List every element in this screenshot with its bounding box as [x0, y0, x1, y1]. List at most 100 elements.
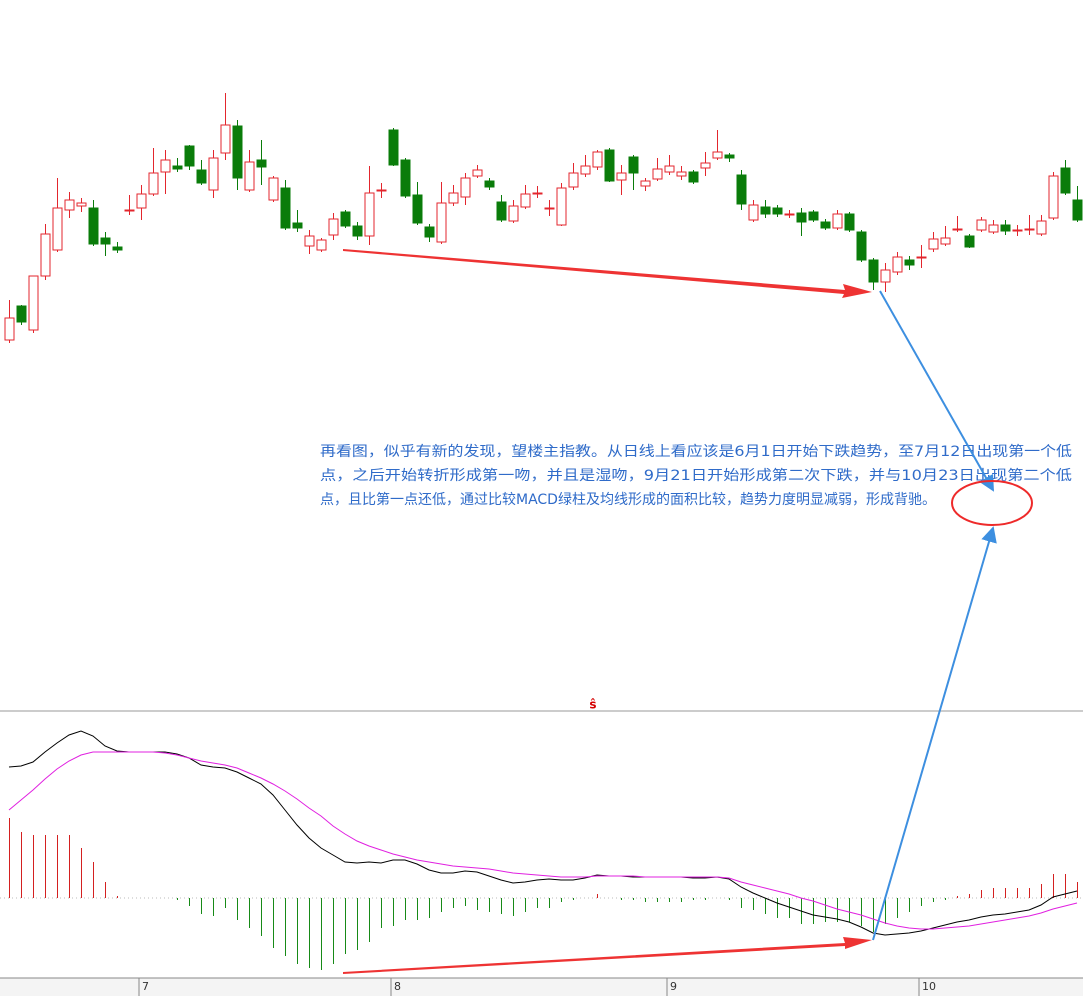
candle-body: [112, 246, 123, 251]
candle-body: [100, 237, 111, 245]
candle-body: [1048, 175, 1059, 219]
candle-body: [676, 171, 687, 177]
candle-body: [988, 224, 999, 233]
candle-body: [196, 169, 207, 184]
candle-body: [52, 207, 63, 251]
candle-body: [580, 165, 591, 175]
candle-body: [136, 193, 147, 209]
candle-body: [352, 225, 363, 237]
candle-body: [208, 157, 219, 191]
x-tick-label: 10: [922, 980, 936, 993]
red-arrow-bottom: [343, 937, 872, 974]
candle-body: [1060, 167, 1071, 194]
candle-body: [808, 211, 819, 221]
blue-arrow-down: [879, 290, 994, 492]
candle-body: [1000, 224, 1011, 232]
candle-body: [280, 187, 291, 229]
annotation: 再看图，似乎有新的发现，望楼主指教。从日线上看应该是6月1日开始下跌趋势，至7月…: [320, 443, 1072, 508]
candle-body: [844, 213, 855, 231]
red-arrow-top: [343, 249, 872, 298]
candle-body: [244, 161, 255, 191]
candle-body: [160, 159, 171, 173]
macd-line: [8, 730, 1078, 936]
candle-body: [604, 149, 615, 182]
candle-body: [784, 213, 795, 216]
candle-body: [880, 269, 891, 283]
macd-panel: [0, 730, 1083, 970]
candle-body: [964, 235, 975, 248]
candle-body: [340, 211, 351, 227]
candle-body: [1036, 220, 1047, 235]
candle-body: [376, 189, 387, 192]
candle-body: [724, 154, 735, 159]
candle-body: [928, 238, 939, 250]
candle-body: [328, 218, 339, 236]
candle-body: [820, 221, 831, 229]
candle-body: [76, 202, 87, 207]
candle-body: [424, 226, 435, 238]
annotation-line: 再看图，似乎有新的发现，望楼主指教。从日线上看应该是6月1日开始下跌趋势，至7月…: [320, 443, 1072, 460]
candle-body: [568, 172, 579, 188]
candle-body: [484, 180, 495, 188]
candle-body: [532, 192, 543, 195]
candle-body: [412, 194, 423, 224]
candle-body: [316, 239, 327, 251]
candle-body: [772, 207, 783, 215]
candle-body: [172, 165, 183, 170]
candle-body: [940, 237, 951, 245]
candle-body: [148, 172, 159, 195]
x-tick-label: 7: [142, 980, 149, 993]
candle-body: [448, 192, 459, 204]
candle-body: [748, 204, 759, 221]
annotation-line: 点，且比第一点还低，通过比较MACD绿柱及均线形成的面积比较，趋势力度明显减弱，…: [320, 491, 936, 508]
candle-body: [64, 199, 75, 211]
candle-body: [388, 129, 399, 166]
candle-body: [616, 172, 627, 181]
candle-body: [124, 209, 135, 212]
candle-body: [496, 201, 507, 221]
candle-body: [592, 151, 603, 168]
candle-body: [88, 207, 99, 245]
candle-body: [892, 256, 903, 273]
candle-body: [508, 205, 519, 222]
x-axis-labels: 7 8 9 10: [138, 978, 936, 996]
candle-body: [904, 259, 915, 266]
candle-body: [976, 219, 987, 231]
candle-body: [4, 317, 15, 341]
candle-body: [640, 180, 651, 187]
candle-body: [1024, 228, 1035, 231]
candle-body: [832, 213, 843, 229]
x-tick-label: 9: [670, 980, 677, 993]
candle-body: [184, 145, 195, 167]
annotation-line: 点，之后开始转折形成第一吻，并且是湿吻，9月21日开始形成第二次下跌，并与10月…: [320, 467, 1072, 484]
blue-arrow-up: [872, 526, 997, 941]
candle-body: [856, 231, 867, 261]
candle-body: [760, 206, 771, 215]
highlight-circle: [951, 480, 1033, 526]
candle-body: [700, 162, 711, 169]
annotation-arrows: [343, 249, 1033, 974]
candle-body: [520, 193, 531, 208]
candle-body: [460, 177, 471, 198]
candle-body: [1072, 199, 1083, 221]
candle-body: [796, 212, 807, 223]
signal-marker: ŝ: [589, 698, 596, 712]
candle-body: [364, 192, 375, 237]
candle-body: [220, 124, 231, 154]
price-panel: [4, 93, 1083, 343]
candle-body: [712, 151, 723, 159]
candle-body: [736, 174, 747, 205]
candle-body: [268, 177, 279, 201]
candle-body: [436, 202, 447, 243]
candle-body: [256, 159, 267, 168]
candle-body: [544, 207, 555, 210]
candle-body: [868, 259, 879, 283]
candle-body: [1012, 229, 1023, 232]
candle-body: [28, 275, 39, 331]
candle-body: [400, 159, 411, 197]
candle-body: [556, 187, 567, 226]
candle-body: [16, 305, 27, 323]
candle-body: [664, 165, 675, 173]
candle-body: [472, 169, 483, 177]
